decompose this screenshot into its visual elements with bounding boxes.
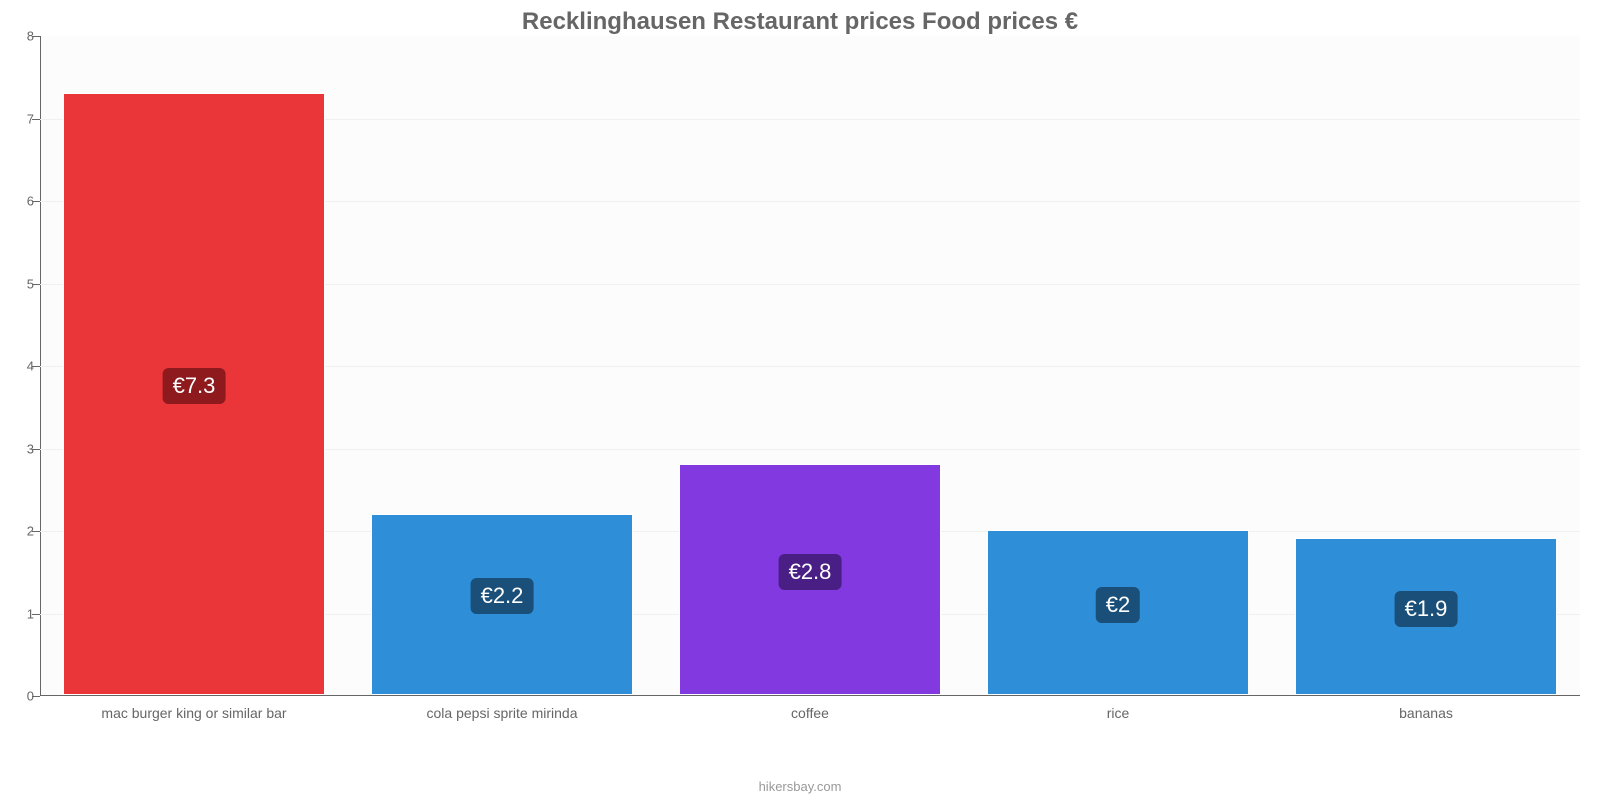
y-tick-label: 2 <box>10 524 34 539</box>
y-tick-label: 8 <box>10 29 34 44</box>
chart-area: 012345678€7.3mac burger king or similar … <box>40 36 1580 736</box>
bar-group: €2rice <box>964 35 1272 695</box>
y-tick-label: 7 <box>10 111 34 126</box>
y-tick-label: 1 <box>10 606 34 621</box>
value-badge: €2 <box>1096 587 1140 623</box>
value-badge: €2.8 <box>779 554 842 590</box>
bar-group: €2.2cola pepsi sprite mirinda <box>348 35 656 695</box>
bar-group: €2.8coffee <box>656 35 964 695</box>
y-tick-label: 6 <box>10 194 34 209</box>
value-badge: €7.3 <box>163 368 226 404</box>
y-tick-label: 0 <box>10 689 34 704</box>
y-tick-label: 3 <box>10 441 34 456</box>
x-tick-label: cola pepsi sprite mirinda <box>427 705 578 721</box>
x-tick-label: bananas <box>1399 705 1453 721</box>
x-tick-label: coffee <box>791 705 829 721</box>
value-badge: €2.2 <box>471 578 534 614</box>
bar-group: €1.9bananas <box>1272 35 1580 695</box>
x-tick-label: rice <box>1107 705 1130 721</box>
value-badge: €1.9 <box>1395 591 1458 627</box>
y-tick-label: 4 <box>10 359 34 374</box>
bar-group: €7.3mac burger king or similar bar <box>40 35 348 695</box>
y-tick-label: 5 <box>10 276 34 291</box>
x-tick-label: mac burger king or similar bar <box>101 705 286 721</box>
chart-footer: hikersbay.com <box>0 779 1600 794</box>
chart-title: Recklinghausen Restaurant prices Food pr… <box>0 0 1600 36</box>
plot-area: 012345678€7.3mac burger king or similar … <box>40 36 1580 696</box>
